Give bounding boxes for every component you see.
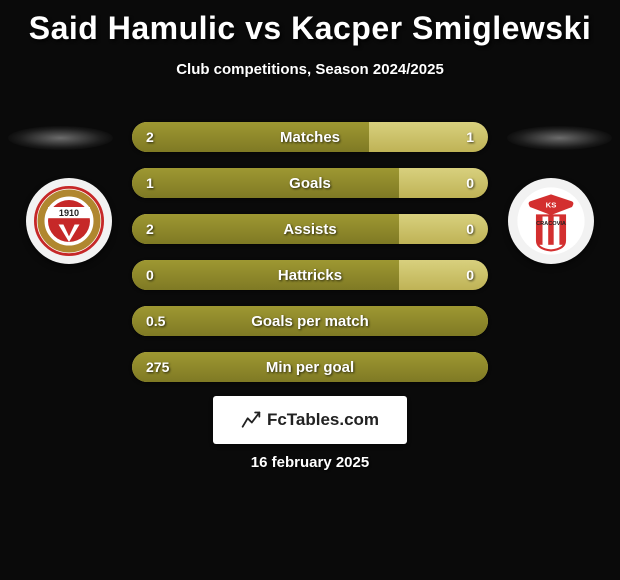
stat-value-left: 0.5 [146,306,165,336]
stat-value-right: 0 [466,260,474,290]
stat-value-left: 1 [146,168,154,198]
stat-row: 10Goals [132,168,488,198]
stat-row: 275Min per goal [132,352,488,382]
stat-value-right: 1 [466,122,474,152]
stat-row: 21Matches [132,122,488,152]
stat-value-left: 2 [146,214,154,244]
stat-value-left: 0 [146,260,154,290]
stat-value-left: 2 [146,122,154,152]
svg-text:CRACOVIA: CRACOVIA [536,221,566,227]
svg-text:1910: 1910 [59,208,79,218]
club-badge-left: 1910 [26,178,112,264]
player-shadow-right [507,126,612,150]
brand-label: FcTables.com [267,410,379,430]
subtitle: Club competitions, Season 2024/2025 [0,61,620,78]
comparison-card: Said Hamulic vs Kacper Smiglewski Club c… [0,0,620,580]
date-label: 16 february 2025 [0,454,620,471]
page-title: Said Hamulic vs Kacper Smiglewski [0,0,620,47]
bar-left-segment [132,306,488,336]
player-shadow-left [8,126,113,150]
cracovia-icon: KS CRACOVIA [516,186,586,256]
stat-value-right: 0 [466,214,474,244]
bar-left-segment [132,168,399,198]
chart-icon [241,410,261,430]
stat-row: 0.5Goals per match [132,306,488,336]
bar-left-segment [132,214,399,244]
stat-row: 20Assists [132,214,488,244]
bar-left-segment [132,352,488,382]
svg-text:KS: KS [546,201,557,210]
stat-bars: 21Matches10Goals20Assists00Hattricks0.5G… [132,122,488,398]
bar-left-segment [132,260,399,290]
stat-value-left: 275 [146,352,169,382]
stat-value-right: 0 [466,168,474,198]
brand-box[interactable]: FcTables.com [213,396,407,444]
widzew-icon: 1910 [34,186,104,256]
stat-row: 00Hattricks [132,260,488,290]
club-badge-right: KS CRACOVIA [508,178,594,264]
bar-left-segment [132,122,369,152]
